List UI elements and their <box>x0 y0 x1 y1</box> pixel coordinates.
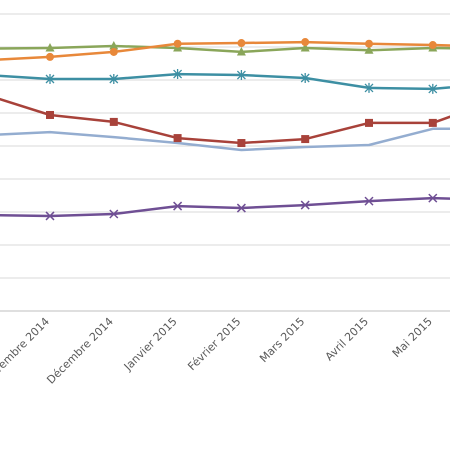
point <box>109 41 119 50</box>
x-tick-label: Mars 2015 <box>257 315 307 365</box>
point <box>109 209 119 219</box>
point <box>301 135 310 144</box>
point <box>237 39 246 48</box>
point <box>45 42 55 52</box>
point <box>236 70 246 81</box>
point <box>428 118 437 127</box>
x-tick-label: Novembre 2014 <box>0 315 52 387</box>
series <box>0 97 450 148</box>
point <box>173 201 183 211</box>
point <box>364 45 374 54</box>
point <box>365 39 373 48</box>
x-tick-label: Février 2015 <box>185 315 243 373</box>
series-line <box>0 72 450 91</box>
point <box>236 203 246 213</box>
series <box>0 193 450 221</box>
point <box>300 42 310 52</box>
point <box>173 134 182 143</box>
x-tick-label: Avril 2015 <box>323 315 371 363</box>
series <box>0 127 450 152</box>
point <box>428 193 438 203</box>
point <box>236 46 246 56</box>
point <box>428 41 437 50</box>
point <box>428 83 438 94</box>
series <box>0 38 450 61</box>
series-line <box>0 196 450 218</box>
point <box>300 200 310 210</box>
point <box>173 69 183 80</box>
point <box>45 211 55 221</box>
point <box>173 39 182 48</box>
x-tick-label: Mai 2015 <box>390 315 435 360</box>
point <box>300 73 310 84</box>
point <box>301 38 310 47</box>
x-tick-label: Janvier 2015 <box>121 315 180 374</box>
point <box>109 117 118 126</box>
point <box>365 118 373 127</box>
point <box>46 110 54 119</box>
series <box>0 69 450 94</box>
point <box>364 82 374 93</box>
series-line <box>0 127 450 152</box>
series-line <box>0 97 450 145</box>
point <box>45 74 55 85</box>
series <box>0 41 450 56</box>
point <box>46 52 54 61</box>
point <box>109 47 118 56</box>
x-tick-label: Décembre 2014 <box>44 315 116 387</box>
point <box>109 74 119 85</box>
point <box>364 196 374 206</box>
point <box>237 139 246 148</box>
